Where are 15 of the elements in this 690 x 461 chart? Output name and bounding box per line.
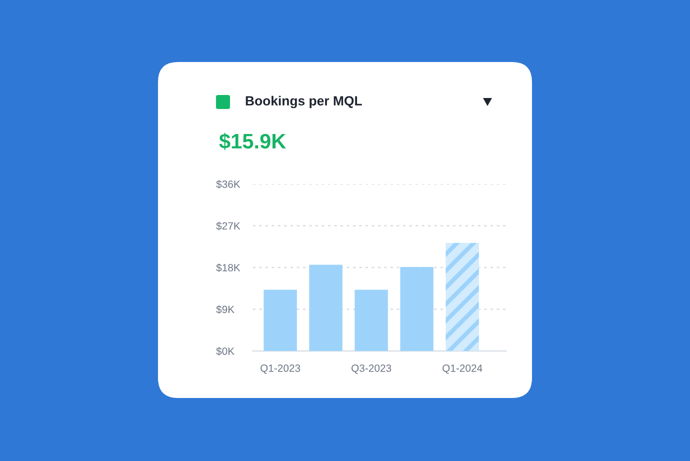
bar xyxy=(400,267,434,351)
bar xyxy=(354,290,388,351)
y-tick-label: $0K xyxy=(216,347,234,356)
bar xyxy=(446,242,479,351)
y-tick-label: $18K xyxy=(216,264,240,272)
y-tick-label: $36K xyxy=(216,180,240,188)
x-tick-label: Q1-2024 xyxy=(442,364,482,374)
y-tick-label: $27K xyxy=(216,222,240,230)
y-tick-label: $9K xyxy=(216,305,234,314)
bar xyxy=(309,264,342,351)
chart-subtitle: $15.9K xyxy=(219,132,286,150)
chart-title: Bookings per MQL xyxy=(246,96,362,108)
bar xyxy=(264,290,297,351)
x-tick-label: Q3-2023 xyxy=(352,364,392,374)
x-tick-label: Q1-2023 xyxy=(260,364,300,374)
